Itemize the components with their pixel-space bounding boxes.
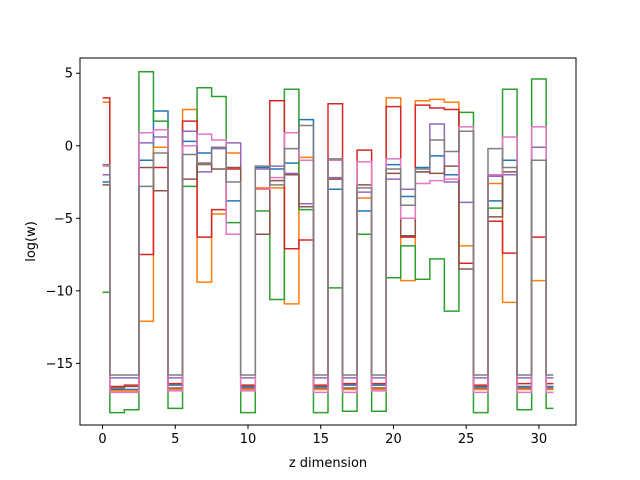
x-tick-label: 5 (171, 432, 179, 447)
x-tick-label: 0 (98, 432, 106, 447)
x-tick-label: 25 (458, 432, 475, 447)
y-tick-label: 5 (65, 67, 73, 82)
series-layer (102, 71, 554, 414)
series-line-8 (102, 124, 554, 376)
plot-frame (79, 57, 577, 426)
x-tick-label: 10 (240, 432, 257, 447)
y-tick-label: −5 (54, 212, 73, 227)
y-axis: −15 −10 −5 0 5 (46, 67, 80, 372)
y-tick-label: −15 (46, 357, 73, 372)
y-tick-label: −10 (46, 284, 73, 299)
x-axis: 0 5 10 15 20 25 30 (98, 425, 547, 447)
x-tick-label: 30 (531, 432, 548, 447)
x-tick-label: 20 (385, 432, 402, 447)
x-axis-label: z dimension (289, 456, 367, 471)
y-axis-label: log(w) (24, 221, 39, 262)
x-tick-label: 15 (312, 432, 329, 447)
y-tick-label: 0 (65, 139, 73, 154)
